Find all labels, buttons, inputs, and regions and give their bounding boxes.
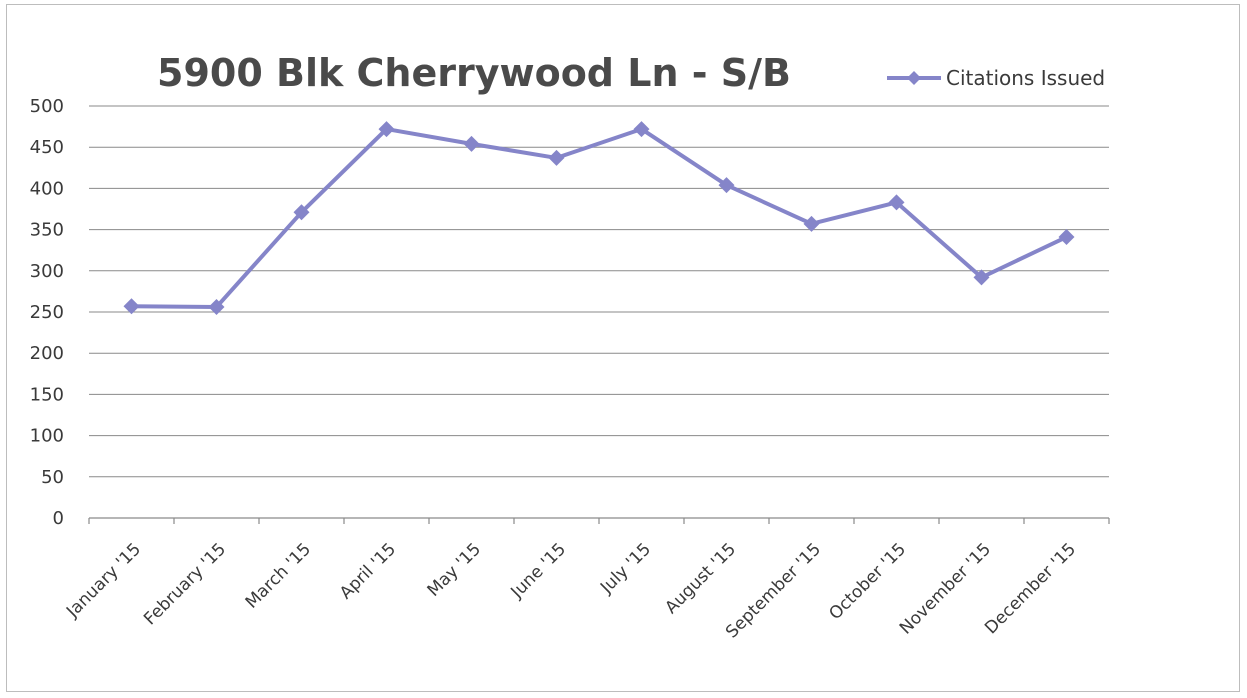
x-tick-label: April '15	[336, 539, 400, 603]
data-point	[123, 298, 140, 315]
data-point	[548, 149, 565, 166]
x-tick-label: February '15	[140, 539, 230, 629]
series-line	[131, 127, 1068, 310]
data-point	[973, 269, 990, 286]
x-tick-label: July '15	[596, 539, 655, 598]
data-point	[888, 194, 905, 211]
x-tick-label: January '15	[62, 539, 145, 622]
y-tick-label: 200	[30, 343, 64, 364]
y-tick-label: 100	[30, 426, 64, 447]
data-point	[208, 299, 225, 316]
legend-label: Citations Issued	[946, 66, 1105, 90]
legend: Citations Issued	[887, 66, 1105, 90]
y-tick-label: 450	[30, 137, 64, 158]
y-tick-label: 50	[41, 467, 64, 488]
data-point	[803, 215, 820, 232]
y-tick-label: 350	[30, 220, 64, 241]
legend-swatch-marker	[907, 71, 921, 85]
y-tick-label: 300	[30, 261, 64, 282]
y-tick-label: 0	[53, 508, 64, 529]
x-tick-label: October '15	[825, 539, 910, 624]
gridlines	[89, 105, 1109, 478]
x-tick-label: August '15	[661, 539, 740, 618]
data-point	[633, 121, 650, 138]
y-tick-label: 400	[30, 178, 64, 199]
x-tick-label: November '15	[896, 539, 995, 638]
data-point	[463, 135, 480, 152]
x-tick-label: December '15	[981, 539, 1080, 638]
y-tick-label: 250	[30, 302, 64, 323]
data-point	[293, 204, 310, 221]
x-tick-label: May '15	[424, 539, 485, 600]
x-tick-label: June '15	[507, 539, 570, 602]
y-axis: 0 50 100 150 200 250 300 350 400 450 500	[30, 96, 64, 529]
series-citations-issued	[123, 121, 1075, 316]
chart-frame	[6, 4, 1240, 692]
data-point	[378, 121, 395, 138]
data-point	[1058, 229, 1075, 246]
data-point	[718, 177, 735, 194]
chart-title: 5900 Blk Cherrywood Ln - S/B	[157, 51, 791, 95]
x-tick-label: March '15	[242, 539, 315, 612]
y-tick-label: 500	[30, 96, 64, 117]
y-tick-label: 150	[30, 384, 64, 405]
